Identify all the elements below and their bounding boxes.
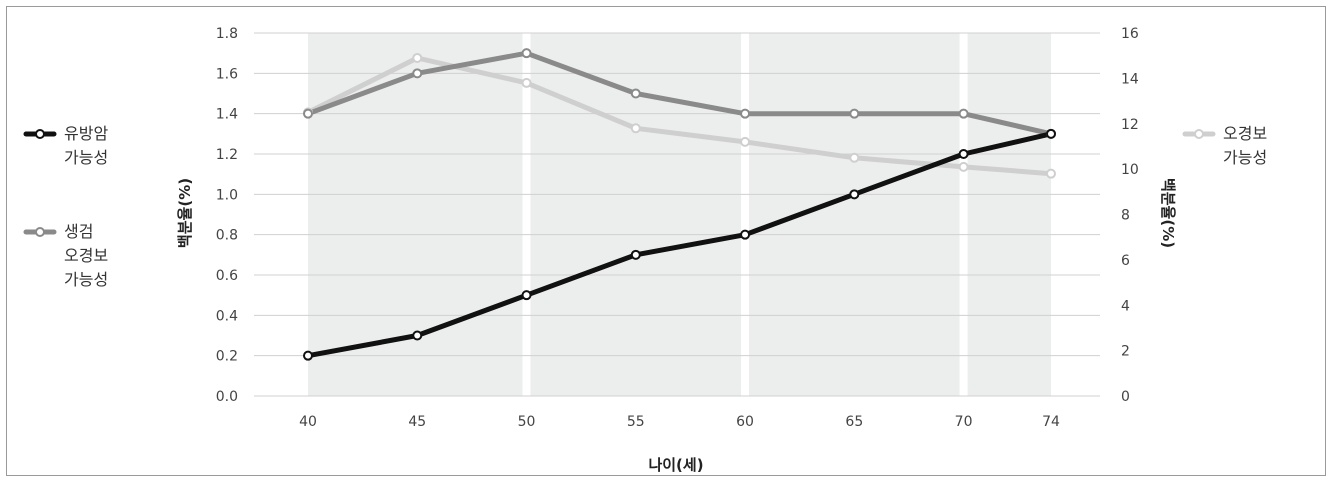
data-point bbox=[412, 330, 423, 341]
y-right-tick-label: 0 bbox=[1121, 389, 1130, 405]
y-left-tick-label: 1.0 bbox=[216, 187, 238, 203]
data-point bbox=[740, 136, 751, 147]
data-point bbox=[412, 68, 423, 79]
data-point bbox=[630, 249, 641, 260]
data-point bbox=[303, 350, 313, 361]
data-point bbox=[849, 108, 860, 119]
y-right-tick-label: 14 bbox=[1121, 71, 1139, 87]
background-band bbox=[967, 33, 1051, 396]
x-tick-label: 55 bbox=[627, 414, 645, 430]
y-left-tick-label: 0.6 bbox=[216, 268, 238, 284]
x-tick-label: 65 bbox=[845, 414, 863, 430]
x-tick-labels: 40 45 50 55 60 65 70 74 bbox=[299, 414, 1060, 430]
y-left-tick-label: 1.2 bbox=[216, 147, 238, 163]
y-left-tick-labels: 0.0 0.2 0.4 0.6 0.8 1.0 1.2 1.4 1.6 1.8 bbox=[216, 26, 238, 405]
y-right-tick-label: 2 bbox=[1121, 344, 1130, 360]
data-point bbox=[1046, 168, 1056, 179]
x-tick-label: 50 bbox=[518, 414, 536, 430]
data-point bbox=[303, 108, 313, 119]
x-tick-label: 74 bbox=[1042, 414, 1060, 430]
x-tick-label: 40 bbox=[299, 414, 317, 430]
x-tick-label: 45 bbox=[408, 414, 426, 430]
series-line bbox=[305, 131, 1054, 359]
background-bands bbox=[308, 33, 1051, 396]
data-point bbox=[958, 108, 969, 119]
y-right-tick-label: 8 bbox=[1121, 208, 1130, 224]
data-point bbox=[630, 123, 641, 134]
y-left-tick-label: 0.4 bbox=[216, 308, 238, 324]
data-point bbox=[958, 149, 969, 159]
legend-label: 유방암 가능성 bbox=[64, 124, 108, 167]
y-left-tick-label: 1.6 bbox=[216, 66, 238, 82]
x-axis-title: 나이(세) bbox=[648, 456, 703, 474]
series-lines bbox=[305, 50, 1054, 359]
y-left-tick-label: 0.8 bbox=[216, 228, 238, 244]
legend-label: 오경보 가능성 bbox=[1223, 124, 1267, 167]
data-point bbox=[630, 88, 641, 99]
data-point bbox=[849, 152, 860, 163]
x-tick-label: 70 bbox=[955, 414, 973, 430]
y-right-tick-label: 4 bbox=[1121, 298, 1130, 314]
data-point bbox=[521, 48, 532, 59]
y-left-tick-label: 1.8 bbox=[216, 26, 238, 42]
y-left-tick-label: 1.4 bbox=[216, 107, 238, 123]
legend-label: 생검 오경보 가능성 bbox=[64, 222, 108, 289]
data-point bbox=[521, 290, 532, 301]
data-point bbox=[958, 161, 969, 172]
y-right-tick-label: 16 bbox=[1121, 26, 1139, 42]
data-point bbox=[740, 108, 751, 119]
data-point bbox=[849, 189, 860, 200]
y-right-tick-labels: 0 2 4 6 8 10 12 14 16 bbox=[1121, 26, 1139, 405]
series-line bbox=[305, 55, 1054, 177]
data-point bbox=[412, 52, 423, 63]
y-right-tick-label: 10 bbox=[1121, 162, 1139, 178]
y-left-axis-title: 백분율(%) bbox=[176, 178, 194, 248]
data-point bbox=[521, 77, 532, 88]
legend-marker bbox=[35, 129, 45, 139]
x-tick-label: 60 bbox=[736, 414, 754, 430]
background-band bbox=[749, 33, 960, 396]
y-left-tick-label: 0.0 bbox=[216, 389, 238, 405]
legend-marker bbox=[1194, 129, 1204, 139]
y-left-tick-label: 0.2 bbox=[216, 349, 238, 365]
data-point bbox=[740, 229, 751, 240]
series-points bbox=[303, 48, 1056, 361]
data-point bbox=[1046, 128, 1056, 139]
background-band bbox=[308, 33, 523, 396]
y-right-tick-label: 6 bbox=[1121, 253, 1130, 269]
background-band bbox=[530, 33, 742, 396]
y-right-axis-title: 백분율(%) bbox=[1159, 178, 1177, 248]
series-line bbox=[305, 50, 1054, 137]
y-right-tick-label: 12 bbox=[1121, 117, 1139, 133]
legend-marker bbox=[35, 227, 45, 237]
